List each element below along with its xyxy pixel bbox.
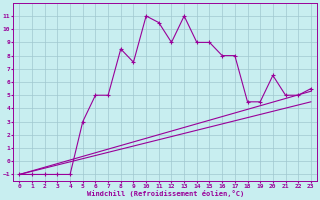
X-axis label: Windchill (Refroidissement éolien,°C): Windchill (Refroidissement éolien,°C) xyxy=(86,190,244,197)
